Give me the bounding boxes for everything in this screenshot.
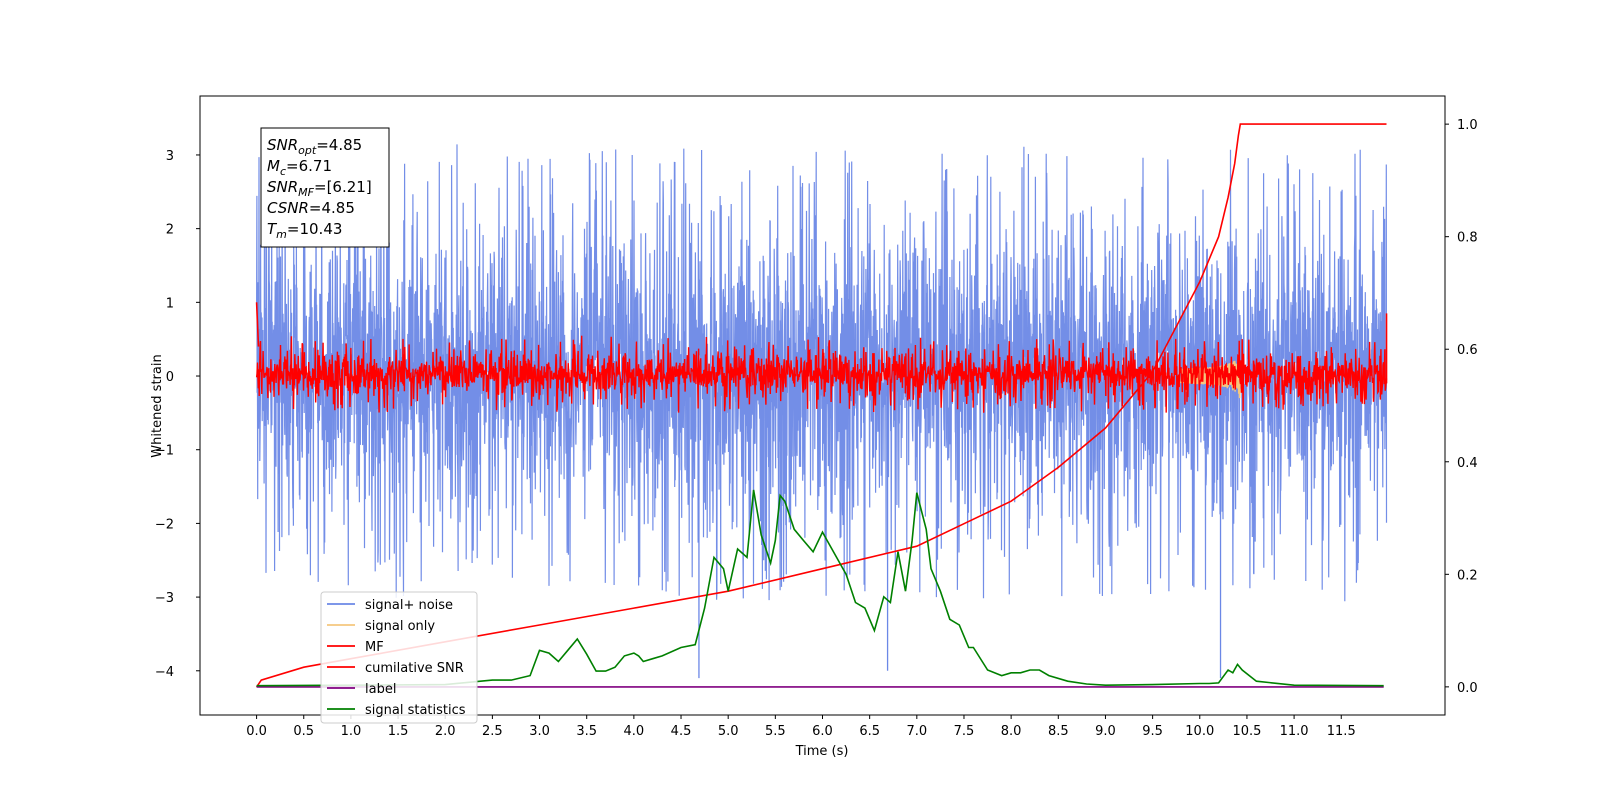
- series-mf-line: [255, 335, 1388, 413]
- x-tick-label: 8.0: [1001, 724, 1022, 739]
- y-left-tick-label: −3: [155, 591, 174, 606]
- y-left-tick-label: 0: [166, 370, 174, 385]
- y-left-tick-label: −1: [155, 444, 174, 459]
- legend-label: cumilative SNR: [365, 661, 464, 676]
- x-tick-label: 5.5: [765, 724, 786, 739]
- x-tick-label: 11.5: [1327, 724, 1356, 739]
- legend-label: MF: [365, 640, 384, 655]
- y-left-tick-label: 3: [166, 149, 174, 164]
- x-tick-label: 3.5: [576, 724, 597, 739]
- x-tick-label: 1.0: [341, 724, 362, 739]
- x-tick-label: 0.5: [293, 724, 314, 739]
- x-tick-label: 2.5: [482, 724, 503, 739]
- y-left-tick-label: 1: [166, 296, 174, 311]
- x-tick-label: 7.0: [906, 724, 927, 739]
- legend-frame: [320, 591, 478, 724]
- y-right-tick-label: 0.4: [1457, 456, 1478, 471]
- x-tick-label: 2.0: [435, 724, 456, 739]
- series-signal-statistics-line: [256, 489, 1384, 687]
- y-axis-left: 3 2 1 0 −1 −2 −3 −4: [155, 149, 200, 680]
- annotation-line: Mc=6.71: [267, 157, 332, 178]
- x-axis-label: Time (s): [795, 744, 849, 759]
- annotation-line: SNRMF=[6.21]: [267, 178, 372, 199]
- y-axis-label: Whitened strain: [150, 354, 165, 457]
- y-right-tick-label: 0.6: [1457, 343, 1478, 358]
- annotation-line: Tm=10.43: [267, 220, 342, 241]
- legend-label: label: [365, 682, 396, 697]
- x-tick-label: 4.0: [624, 724, 645, 739]
- x-tick-label: 9.5: [1142, 724, 1163, 739]
- legend-label: signal+ noise: [365, 598, 453, 613]
- x-axis: 0.0 0.5 1.0 1.5 2.0 2.5 3.0 3.5 4.0 4.5 5.0 5.5 6.0 6…: [246, 715, 1356, 739]
- x-tick-label: 10.5: [1232, 724, 1261, 739]
- y-right-tick-label: 1.0: [1457, 118, 1478, 133]
- y-right-tick-label: 0.2: [1457, 568, 1478, 583]
- mf-start-transient: [255, 302, 260, 347]
- legend-label: signal statistics: [365, 703, 466, 718]
- annotation-line: CSNR=4.85: [267, 199, 355, 217]
- x-tick-label: 6.0: [812, 724, 833, 739]
- x-tick-label: 10.0: [1185, 724, 1214, 739]
- annotation-frame: [260, 127, 390, 248]
- y-left-tick-label: −2: [155, 517, 174, 532]
- x-tick-label: 7.5: [954, 724, 975, 739]
- x-tick-label: 0.0: [246, 724, 267, 739]
- x-tick-label: 11.0: [1280, 724, 1309, 739]
- y-right-tick-label: 0.0: [1457, 681, 1478, 696]
- legend: signal+ noise signal only MF cumilative SNR…: [320, 591, 478, 724]
- y-left-tick-label: −4: [155, 665, 174, 680]
- y-right-tick-label: 0.8: [1457, 231, 1478, 246]
- x-tick-label: 4.5: [671, 724, 692, 739]
- x-tick-label: 5.0: [718, 724, 739, 739]
- annotation-line: SNRopt=4.85: [267, 136, 362, 157]
- x-tick-label: 1.5: [388, 724, 409, 739]
- y-left-tick-label: 2: [166, 223, 174, 238]
- x-tick-label: 3.0: [529, 724, 550, 739]
- x-tick-label: 9.0: [1095, 724, 1116, 739]
- y-axis-right: 1.0 0.8 0.6 0.4 0.2 0.0: [1445, 118, 1478, 696]
- x-tick-label: 6.5: [859, 724, 880, 739]
- x-tick-label: 8.5: [1048, 724, 1069, 739]
- legend-label: signal only: [365, 619, 435, 634]
